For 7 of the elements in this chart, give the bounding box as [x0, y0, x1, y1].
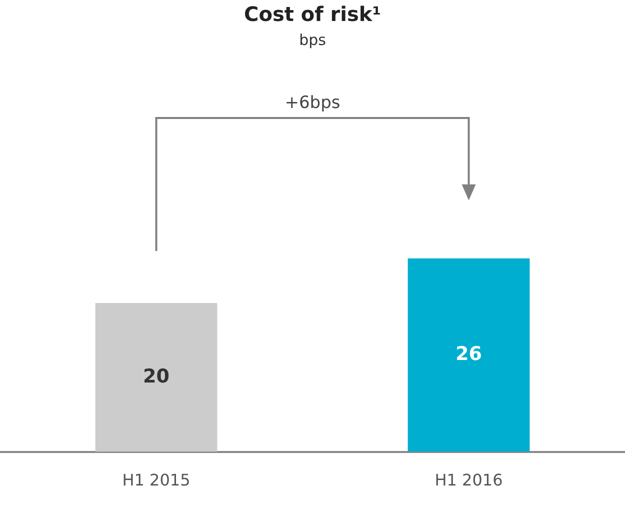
chart-title: Cost of risk¹ [244, 2, 381, 26]
x-tick-label: H1 2015 [122, 470, 190, 490]
chart-subtitle: bps [299, 30, 326, 49]
x-tick-label: H1 2016 [434, 470, 503, 490]
data-label: 20 [143, 365, 170, 388]
data-label: 26 [456, 343, 482, 365]
text: +6bps [284, 92, 340, 113]
